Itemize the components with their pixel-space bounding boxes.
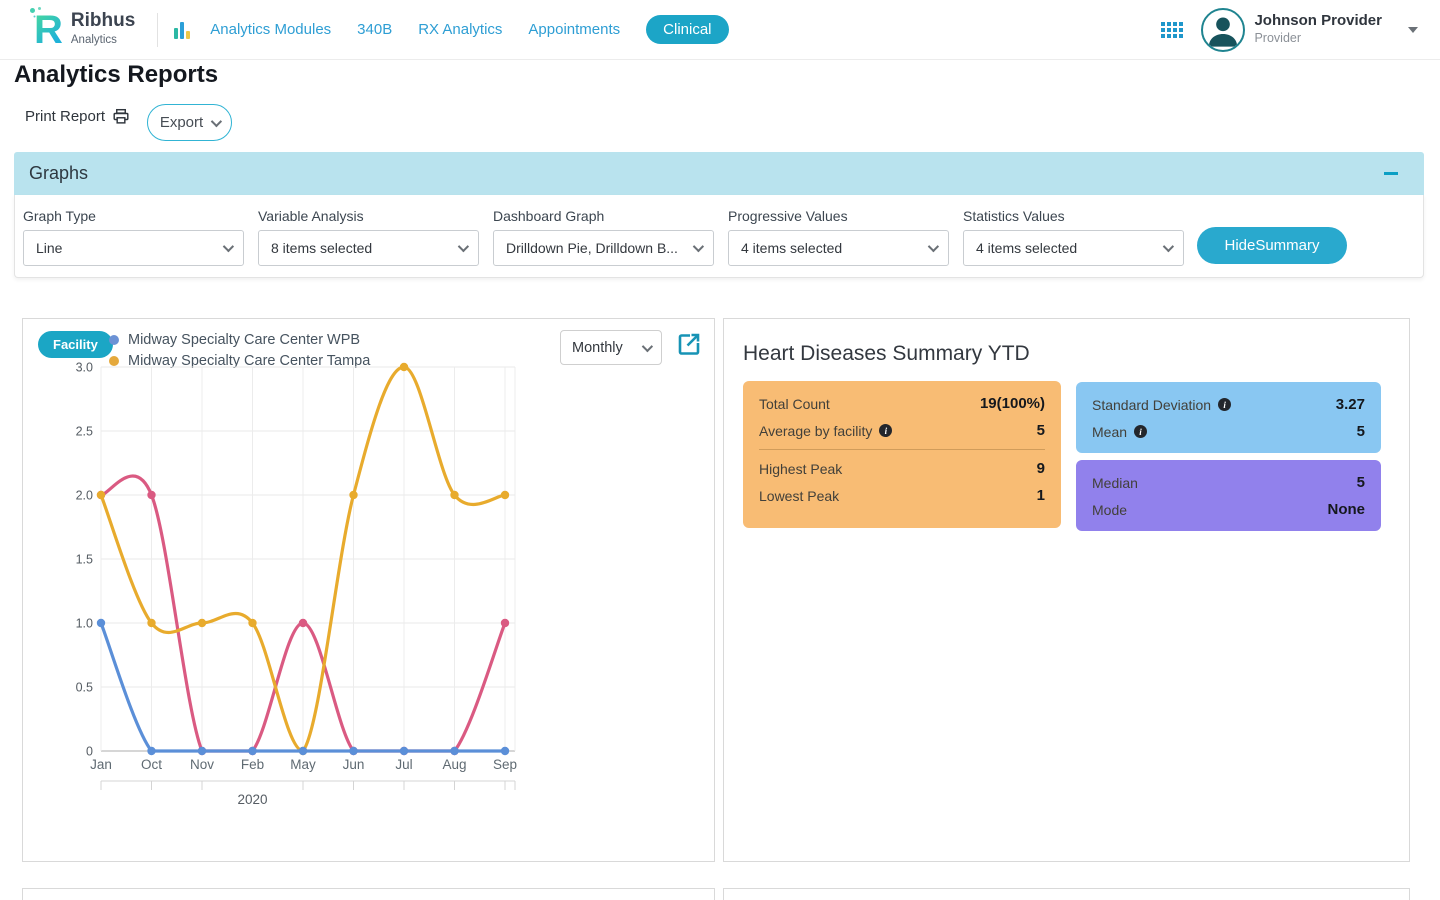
graphs-section-header[interactable]: Graphs — [14, 152, 1424, 195]
graphs-section-title: Graphs — [29, 163, 88, 184]
chevron-down-icon — [928, 241, 939, 252]
nav-analytics-modules[interactable]: Analytics Modules — [210, 21, 331, 38]
legend-item[interactable]: Midway Specialty Care Center WPB — [109, 329, 370, 350]
svg-text:2.0: 2.0 — [76, 489, 93, 503]
chevron-down-icon — [458, 241, 469, 252]
svg-text:Nov: Nov — [190, 757, 214, 772]
statistics-card: Standard Deviation i 3.27 Mean i 5 — [1076, 382, 1381, 453]
summary-row: Median 5 — [1092, 469, 1365, 496]
chevron-down-icon[interactable] — [1408, 27, 1418, 33]
nav-340b[interactable]: 340B — [357, 21, 392, 38]
filters-panel: Graph Type Line Variable Analysis 8 item… — [14, 195, 1424, 278]
facility-badge[interactable]: Facility — [38, 331, 113, 358]
person-icon — [1203, 10, 1243, 50]
nav-rx-analytics[interactable]: RX Analytics — [418, 21, 502, 38]
dashboard-graph-label: Dashboard Graph — [493, 208, 714, 224]
export-button[interactable]: Export — [147, 104, 232, 141]
counts-card: Total Count 19(100%) Average by facility… — [743, 381, 1061, 528]
chevron-down-icon — [693, 241, 704, 252]
chart-panel: Facility Midway Specialty Care Center WP… — [22, 318, 715, 862]
chevron-down-icon — [642, 340, 653, 351]
variable-analysis-label: Variable Analysis — [258, 208, 479, 224]
chevron-down-icon — [223, 241, 234, 252]
print-report-button[interactable]: Print Report — [25, 108, 130, 125]
apps-grid-icon[interactable] — [1161, 22, 1183, 38]
hide-summary-button[interactable]: HideSummary — [1197, 227, 1347, 264]
partial-panel — [22, 888, 715, 900]
brand-subtitle: Analytics — [71, 34, 117, 46]
svg-text:Jan: Jan — [90, 757, 112, 772]
main-nav: Analytics Modules 340B RX Analytics Appo… — [174, 15, 728, 44]
divider — [157, 13, 158, 47]
info-icon[interactable]: i — [879, 424, 892, 437]
summary-row: Highest Peak 9 — [759, 455, 1045, 482]
summary-row: Total Count 19(100%) — [759, 390, 1045, 417]
statistics-values-label: Statistics Values — [963, 208, 1184, 224]
svg-text:May: May — [290, 757, 316, 772]
user-name: Johnson Provider — [1254, 12, 1382, 29]
svg-text:Jun: Jun — [343, 757, 365, 772]
svg-text:1.0: 1.0 — [76, 617, 93, 631]
svg-text:2020: 2020 — [237, 792, 267, 807]
svg-text:Feb: Feb — [241, 757, 264, 772]
graph-type-select[interactable]: Line — [23, 230, 244, 266]
info-icon[interactable]: i — [1134, 425, 1147, 438]
collapse-icon[interactable] — [1384, 172, 1398, 175]
top-nav-bar: R Ribhus Analytics Analytics Modules 340… — [0, 0, 1440, 60]
user-role: Provider — [1254, 31, 1301, 45]
bar-chart-icon — [174, 21, 190, 39]
variable-analysis-select[interactable]: 8 items selected — [258, 230, 479, 266]
svg-text:Aug: Aug — [442, 757, 466, 772]
info-icon[interactable]: i — [1218, 398, 1231, 411]
chevron-down-icon — [1163, 241, 1174, 252]
chevron-down-icon — [211, 115, 222, 126]
summary-panel: Heart Diseases Summary YTD Total Count 1… — [723, 318, 1410, 862]
brand-logo-icon: R — [34, 10, 63, 50]
progressive-values-select[interactable]: 4 items selected — [728, 230, 949, 266]
printer-icon — [112, 108, 130, 125]
brand-logo[interactable]: R Ribhus Analytics — [34, 10, 135, 50]
summary-row: Average by facility i 5 — [759, 417, 1045, 444]
expand-icon[interactable] — [677, 332, 701, 361]
svg-text:1.5: 1.5 — [76, 553, 93, 567]
brand-name: Ribhus — [71, 11, 135, 31]
divider — [759, 449, 1045, 450]
period-select[interactable]: Monthly — [560, 330, 662, 365]
legend-dot — [109, 335, 119, 345]
summary-row: Lowest Peak 1 — [759, 482, 1045, 509]
progressive-values-label: Progressive Values — [728, 208, 949, 224]
svg-text:Oct: Oct — [141, 757, 162, 772]
dashboard-graph-select[interactable]: Drilldown Pie, Drilldown B... — [493, 230, 714, 266]
summary-row: Standard Deviation i 3.27 — [1092, 391, 1365, 418]
graph-type-label: Graph Type — [23, 208, 244, 224]
nav-clinical[interactable]: Clinical — [646, 15, 728, 44]
line-chart[interactable]: 3.02.52.01.51.00.50JanOctNovFebMayJunJul… — [59, 357, 529, 809]
nav-appointments[interactable]: Appointments — [528, 21, 620, 38]
svg-text:Jul: Jul — [395, 757, 412, 772]
summary-title: Heart Diseases Summary YTD — [743, 342, 1030, 366]
user-menu[interactable]: Johnson Provider Provider — [1254, 12, 1382, 47]
summary-row: Mean i 5 — [1092, 418, 1365, 445]
partial-panel — [723, 888, 1410, 900]
median-mode-card: Median 5 Mode None — [1076, 460, 1381, 531]
avatar[interactable] — [1201, 8, 1245, 52]
svg-text:0.5: 0.5 — [76, 681, 93, 695]
svg-text:3.0: 3.0 — [76, 361, 93, 375]
page: R Ribhus Analytics Analytics Modules 340… — [0, 0, 1440, 900]
svg-text:Sep: Sep — [493, 757, 517, 772]
page-title: Analytics Reports — [14, 61, 218, 89]
statistics-values-select[interactable]: 4 items selected — [963, 230, 1184, 266]
svg-text:2.5: 2.5 — [76, 425, 93, 439]
summary-row: Mode None — [1092, 496, 1365, 523]
